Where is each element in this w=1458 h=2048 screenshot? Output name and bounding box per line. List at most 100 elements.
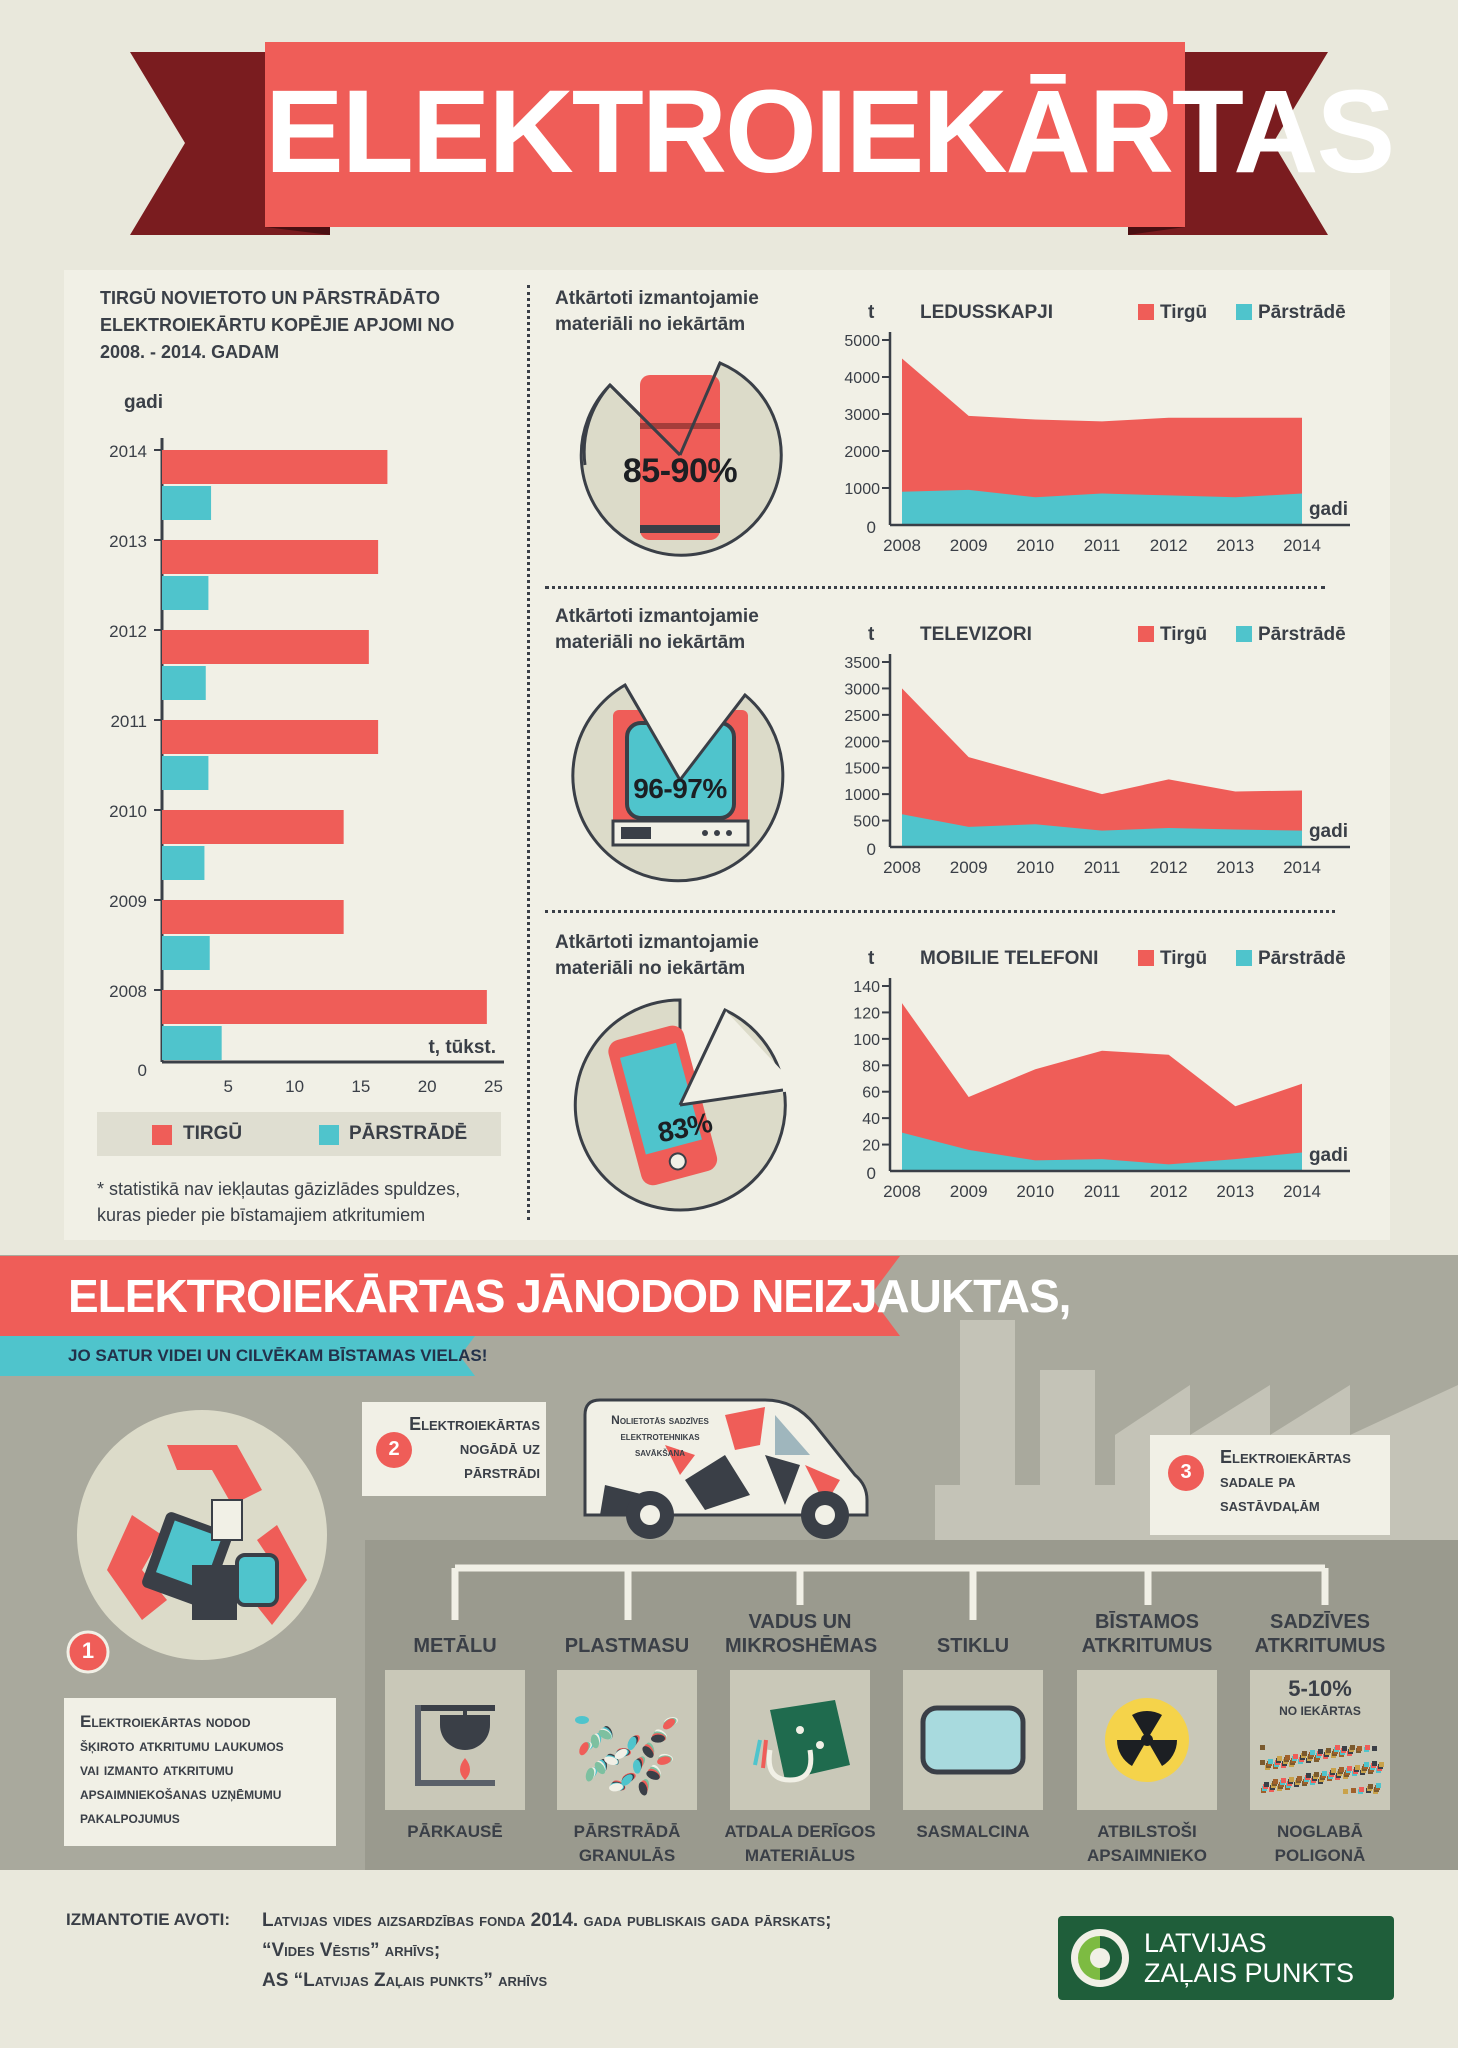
- area-unit-label: t: [868, 302, 875, 323]
- area-y-tick-label: 20: [862, 1138, 880, 1155]
- legend-parstrade-swatch: [319, 1125, 339, 1145]
- bar-tirgu: [162, 900, 344, 934]
- bar-tirgu: [162, 540, 379, 574]
- area-legend-parstrade-label: Pārstrādē: [1258, 948, 1346, 969]
- area-legend-parstrade-label: Pārstrādē: [1258, 302, 1346, 323]
- fridge-icon: [640, 375, 720, 540]
- material-label-line: VADUS UN: [748, 1611, 852, 1633]
- material-label: SADZĪVES ATKRITUMUS: [1245, 1610, 1395, 1658]
- area-chart-fridges: t LEDUSSKAPJI Tirgū Pārstrādē 0 1000 2000 3000 4…: [844, 302, 1350, 555]
- area-y-tick-label: 60: [862, 1085, 880, 1102]
- reuse-label: Atkārtoti izmantojamie materiāli no iekā…: [555, 930, 759, 982]
- radiation-icon: [1077, 1670, 1217, 1810]
- bar-x-tick-label: 15: [351, 1077, 370, 1096]
- collection-van: [583, 1398, 869, 1539]
- material-label-line: PLASTMASU: [564, 1635, 690, 1657]
- bar-x-axis-label: t, tūkst.: [428, 1037, 496, 1058]
- pie-label-tv: 96-97%: [633, 773, 727, 804]
- area-x-tick-label: 2014: [1283, 858, 1321, 877]
- area-y-tick-label: 80: [862, 1058, 880, 1075]
- van-text-line: Nolietotās sadzīves: [611, 1413, 709, 1427]
- area-x-tick-label: 2010: [1016, 1182, 1054, 1201]
- step-1-box: Elektroiekārtas nodod šķiroto atkritumu …: [64, 1698, 336, 1846]
- area-y-tick-label: 2500: [844, 708, 880, 725]
- area-x-tick-label: 2012: [1150, 1182, 1188, 1201]
- area-legend-tirgu-swatch: [1138, 304, 1154, 320]
- area-y-tick-label: 3000: [844, 407, 880, 424]
- material-label-line: BĪSTAMOS: [1094, 1611, 1200, 1633]
- area-legend-tirgu-label: Tirgū: [1160, 624, 1207, 645]
- headline-text: ELEKTROIEKĀRTAS JĀNODOD NEIZJAUKTAS,: [68, 1270, 1071, 1322]
- area-y-tick-label: 2000: [844, 734, 880, 751]
- area-legend-parstrade-swatch: [1236, 304, 1252, 320]
- material-action-line: PĀRSTRĀDĀ: [573, 1822, 681, 1841]
- step-text-line: šķiroto atkritumu laukumos: [80, 1736, 284, 1755]
- bar-x-tick-label: 20: [418, 1077, 437, 1096]
- legend-parstrade-label: PĀRSTRĀDĒ: [349, 1123, 468, 1144]
- bar-chart-legend: TIRGŪ PĀRSTRĀDĒ: [97, 1112, 501, 1156]
- bar-tirgu: [162, 990, 487, 1024]
- bar-tirgu: [162, 450, 388, 484]
- source-line: AS “Latvijas Zaļais punkts” arhīvs: [262, 1970, 548, 1991]
- step-text-line: vai izmanto atkritumu: [80, 1760, 234, 1779]
- area-x-axis-label: gadi: [1309, 499, 1348, 520]
- tv-pie: [571, 682, 785, 883]
- bar-parstrade: [162, 756, 209, 790]
- bar-year-label: 2008: [109, 982, 147, 1001]
- area-legend-tirgu-label: Tirgū: [1160, 302, 1207, 323]
- material-action: ATBILSTOŠI APSAIMNIEKO: [1067, 1820, 1227, 1868]
- material-action-line: APSAIMNIEKO: [1087, 1846, 1207, 1865]
- material-action-line: SASMALCINA: [916, 1822, 1030, 1841]
- area-legend-parstrade-swatch: [1236, 950, 1252, 966]
- material-label-line: STIKLU: [936, 1635, 1010, 1657]
- area-legend-tirgu-label: Tirgū: [1160, 948, 1207, 969]
- material-tree-connector: [451, 1564, 1329, 1620]
- step-3-text: Elektroiekārtas sadale pa sastāvdaļām: [1220, 1445, 1351, 1517]
- area-x-tick-label: 2008: [883, 1182, 921, 1201]
- material-action: PĀRKAUSĒ: [375, 1820, 535, 1844]
- material-action-line: PĀRKAUSĒ: [407, 1822, 503, 1841]
- area-x-tick-label: 2011: [1084, 536, 1121, 555]
- material-label: BĪSTAMOS ATKRITUMUS: [1072, 1610, 1222, 1658]
- area-x-tick-label: 2008: [883, 858, 921, 877]
- bar-x-tick-label: 5: [224, 1077, 233, 1096]
- legend-tirgu-label: TIRGŪ: [183, 1123, 243, 1144]
- material-note: 5-10%: [1288, 1676, 1352, 1701]
- reuse-label-line: materiāli no iekārtām: [555, 632, 746, 653]
- glass-screen-icon: [903, 1670, 1043, 1810]
- bar-year-label: 2012: [109, 622, 147, 641]
- step-3-badge: [1168, 1455, 1204, 1491]
- logo-text: LATVIJAS ZAĻAIS PUNKTS: [1144, 1928, 1354, 1988]
- material-action: NOGLABĀ POLIGONĀ: [1240, 1820, 1400, 1868]
- reuse-label-line: Atkārtoti izmantojamie: [555, 606, 759, 627]
- area-y-tick-label: 40: [862, 1111, 880, 1128]
- furnace-icon: [385, 1670, 525, 1810]
- reuse-label-line: Atkārtoti izmantojamie: [555, 288, 759, 309]
- area-unit-label: t: [868, 948, 875, 969]
- bar-tirgu: [162, 630, 369, 664]
- area-x-tick-label: 2009: [950, 1182, 988, 1201]
- step-text-line: nogādā uz: [459, 1438, 540, 1458]
- headline-subtext: JO SATUR VIDEI UN CILVĒKAM BĪSTAMAS VIEL…: [68, 1346, 488, 1365]
- phone-icon: [608, 1025, 718, 1186]
- logo-text-line: LATVIJAS: [1144, 1928, 1267, 1958]
- area-x-axis-label: gadi: [1309, 1145, 1348, 1166]
- step-3-box: 3 Elektroiekārtas sadale pa sastāvdaļām: [1150, 1435, 1390, 1535]
- bar-year-label: 2010: [109, 802, 147, 821]
- area-chart-title: MOBILIE TELEFONI: [920, 948, 1098, 969]
- reuse-label: Atkārtoti izmantojamie materiāli no iekā…: [555, 604, 759, 656]
- vertical-divider: [527, 285, 530, 1220]
- area-chart-title: LEDUSSKAPJI: [920, 302, 1053, 323]
- material-action-line: GRANULĀS: [578, 1846, 676, 1865]
- material-label: METĀLU: [380, 1634, 530, 1658]
- van-text-line: elektrotehnikas: [620, 1429, 700, 1443]
- material-action-line: MATERIĀLUS: [744, 1846, 856, 1865]
- bar-year-label: 2009: [109, 892, 147, 911]
- bar-parstrade: [162, 576, 209, 610]
- bar-chart-footnote: * statistikā nav iekļautas gāzizlādes sp…: [97, 1176, 460, 1228]
- area-y-tick-label: 3500: [844, 655, 880, 672]
- material-label: PLASTMASU: [552, 1634, 702, 1658]
- pie-label-fridge: 85-90%: [622, 452, 738, 490]
- area-zero-label: 0: [867, 518, 876, 537]
- bar-year-label: 2014: [109, 442, 147, 461]
